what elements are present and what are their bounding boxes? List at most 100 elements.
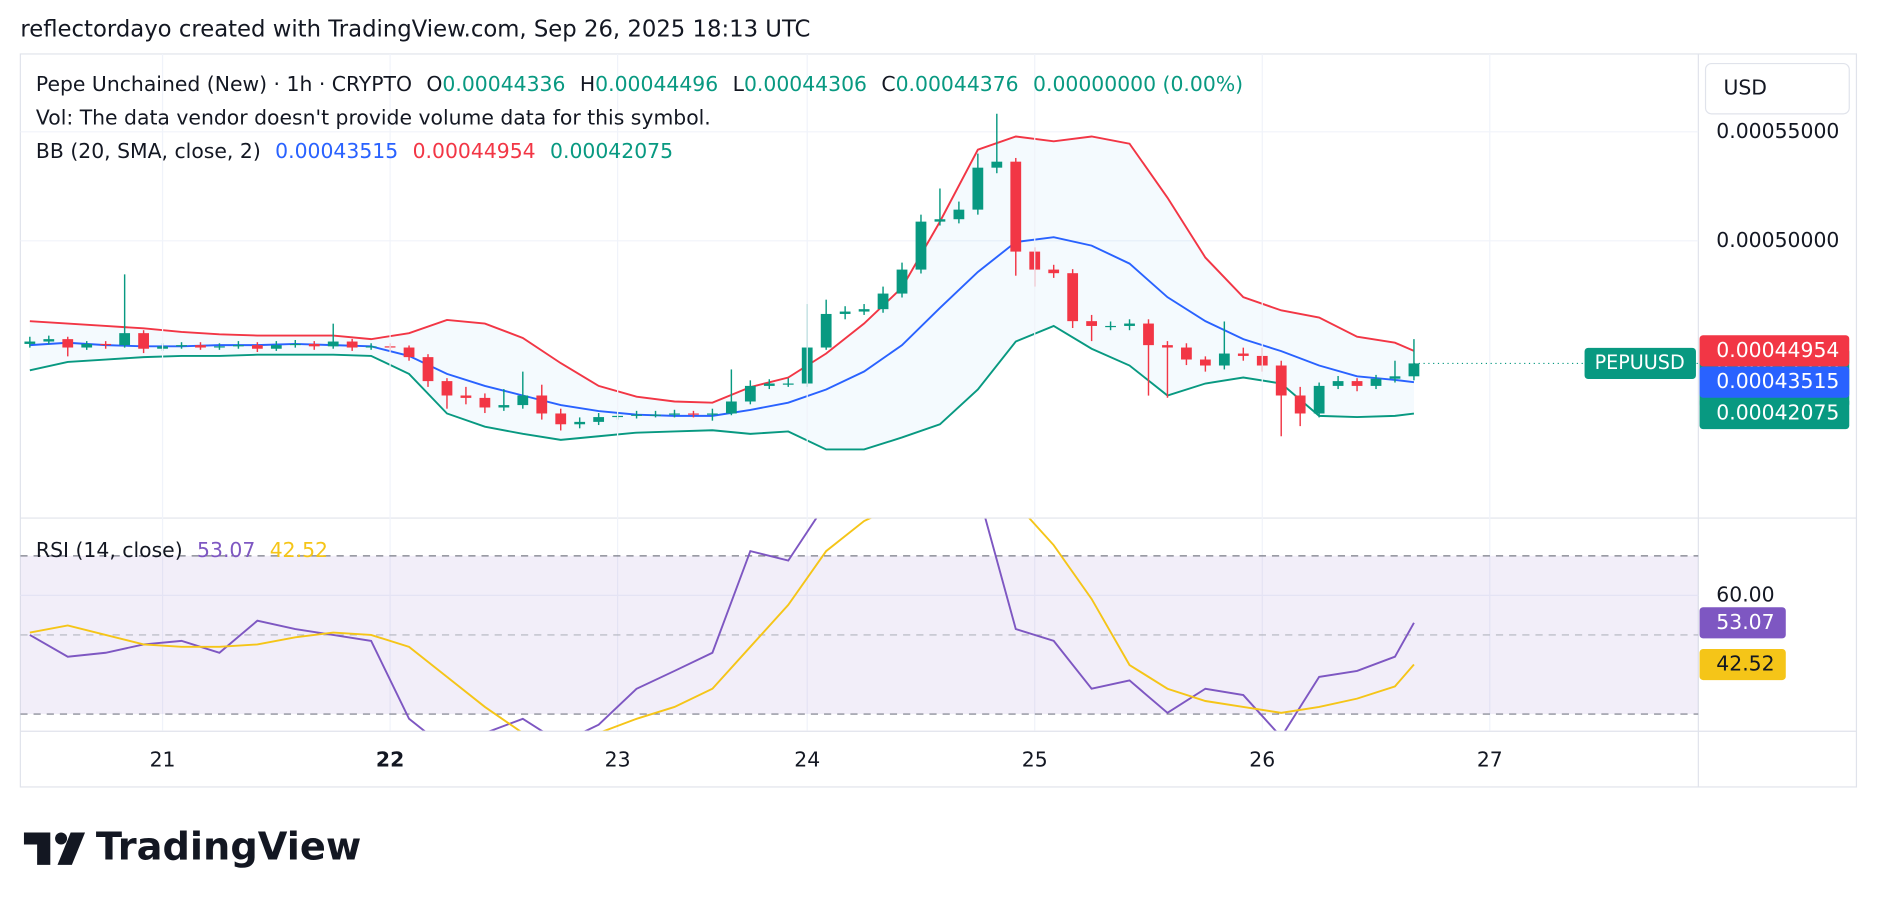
y-tick-label: 0.00050000 (1716, 228, 1839, 252)
candle-body (707, 413, 718, 415)
candle-body (233, 345, 244, 347)
candle-body (81, 343, 93, 348)
candle-body (763, 383, 775, 386)
candle-body (195, 345, 206, 348)
bb-legend: BB (20, SMA, close, 2) 0.00043515 0.000449… (36, 139, 673, 163)
candle-body (308, 343, 320, 347)
candle-body (1275, 365, 1287, 396)
candle-body (972, 167, 984, 210)
candle-body (725, 401, 737, 414)
candle-body (782, 383, 794, 385)
candle-body (1181, 347, 1192, 360)
candle-body (1332, 381, 1344, 386)
candle-body (934, 219, 946, 222)
candle-body (574, 421, 586, 425)
candle-body (1124, 323, 1135, 326)
candle-body (100, 343, 112, 346)
rsi-name: RSI (14, close) (36, 538, 183, 562)
candle-body (43, 339, 55, 342)
candle-body (1143, 323, 1154, 346)
candle-body (138, 333, 149, 349)
price-label: 0.00042075 (1716, 401, 1839, 425)
bb-line (29, 324, 1415, 451)
x-tick-label: 22 (376, 748, 404, 772)
symbol-label: PEPUUSD (1595, 351, 1685, 374)
y-tick-label: 60.00 (1716, 582, 1774, 606)
chart-frame (19, 53, 1858, 788)
candle-body (953, 209, 965, 220)
legend-ohlc: Pepe Unchained (New) · 1h · CRYPTO O0.000… (36, 72, 1243, 96)
rsi-legend: RSI (14, close) 53.07 42.52 (36, 538, 328, 562)
candle-body (1105, 325, 1116, 328)
candle-body (441, 381, 453, 396)
candle-body (403, 347, 415, 358)
candle-body (593, 417, 605, 422)
candle-body (669, 413, 680, 415)
candle-body (1162, 345, 1173, 348)
volume-note: Vol: The data vendor doesn't provide vol… (36, 106, 711, 130)
candle-body (24, 341, 36, 344)
candle-body (1010, 161, 1022, 252)
candle-body (536, 395, 548, 414)
ohlc-key: O (426, 72, 442, 96)
candle-body (839, 311, 851, 314)
x-tick-label: 24 (794, 748, 820, 772)
change: 0.00000000 (0.00%) (1033, 72, 1243, 96)
candle-body (820, 313, 832, 348)
x-tick-label: 27 (1477, 748, 1503, 772)
pane (20, 113, 1699, 451)
x-tick-label: 23 (605, 748, 631, 772)
bb-name: BB (20, SMA, close, 2) (36, 139, 261, 163)
candle-body (327, 341, 339, 347)
candle-body (1370, 378, 1382, 386)
ohlc-value: 0.00044306 (744, 72, 867, 96)
candle-body (270, 345, 282, 349)
ohlc-value: 0.00044376 (896, 72, 1019, 96)
x-tick-label: 26 (1249, 748, 1275, 772)
header: reflectordayo created with TradingView.c… (20, 17, 810, 43)
currency[interactable]: USD (1723, 76, 1767, 100)
candle-body (289, 343, 301, 346)
candle-body (650, 414, 661, 416)
price-label-bg (1699, 366, 1850, 398)
candle-body (991, 161, 1003, 168)
price-label-bg (1699, 335, 1850, 367)
legend: Pepe Unchained (New) · 1h · CRYPTO O0.000… (36, 72, 1243, 562)
candle-body (346, 341, 358, 348)
candle-body (744, 385, 756, 402)
candle-body (1294, 395, 1306, 414)
x-tick-label: 25 (1022, 748, 1048, 772)
candle-body (365, 346, 377, 348)
candle-body (1067, 273, 1079, 322)
candle-body (877, 293, 889, 310)
candle-body (1351, 381, 1363, 386)
symbol-label-bg (1584, 347, 1696, 379)
logo (23, 832, 86, 865)
candle-body (555, 413, 567, 425)
ohlc-key: H (580, 72, 595, 96)
candle-body (1408, 363, 1420, 377)
symbol: Pepe Unchained (New) · 1h · CRYPTO (36, 72, 412, 96)
y-tick-label: 0.00055000 (1716, 119, 1839, 143)
bb-value: 0.00043515 (275, 139, 398, 163)
candle-body (517, 395, 529, 406)
candle-body (688, 413, 699, 415)
rsi-line (29, 518, 1415, 731)
candle-body (1313, 385, 1325, 414)
candle-body (1237, 353, 1249, 356)
ohlc-value: 0.00044336 (442, 72, 565, 96)
candle-body (1048, 269, 1060, 274)
currency-button[interactable] (1704, 62, 1850, 115)
price-label: 0.00043515 (1716, 369, 1839, 393)
candle-body (1086, 321, 1098, 326)
candle-body (858, 309, 870, 312)
rsi-line (29, 518, 1415, 731)
candle-body (460, 395, 472, 398)
bb-value: 0.00042075 (550, 139, 673, 163)
ohlc-key: C (881, 72, 895, 96)
candle-body (119, 333, 131, 346)
rsi-value: 53.07 (197, 538, 255, 562)
candle-body (896, 269, 908, 294)
candle-body (251, 345, 263, 349)
